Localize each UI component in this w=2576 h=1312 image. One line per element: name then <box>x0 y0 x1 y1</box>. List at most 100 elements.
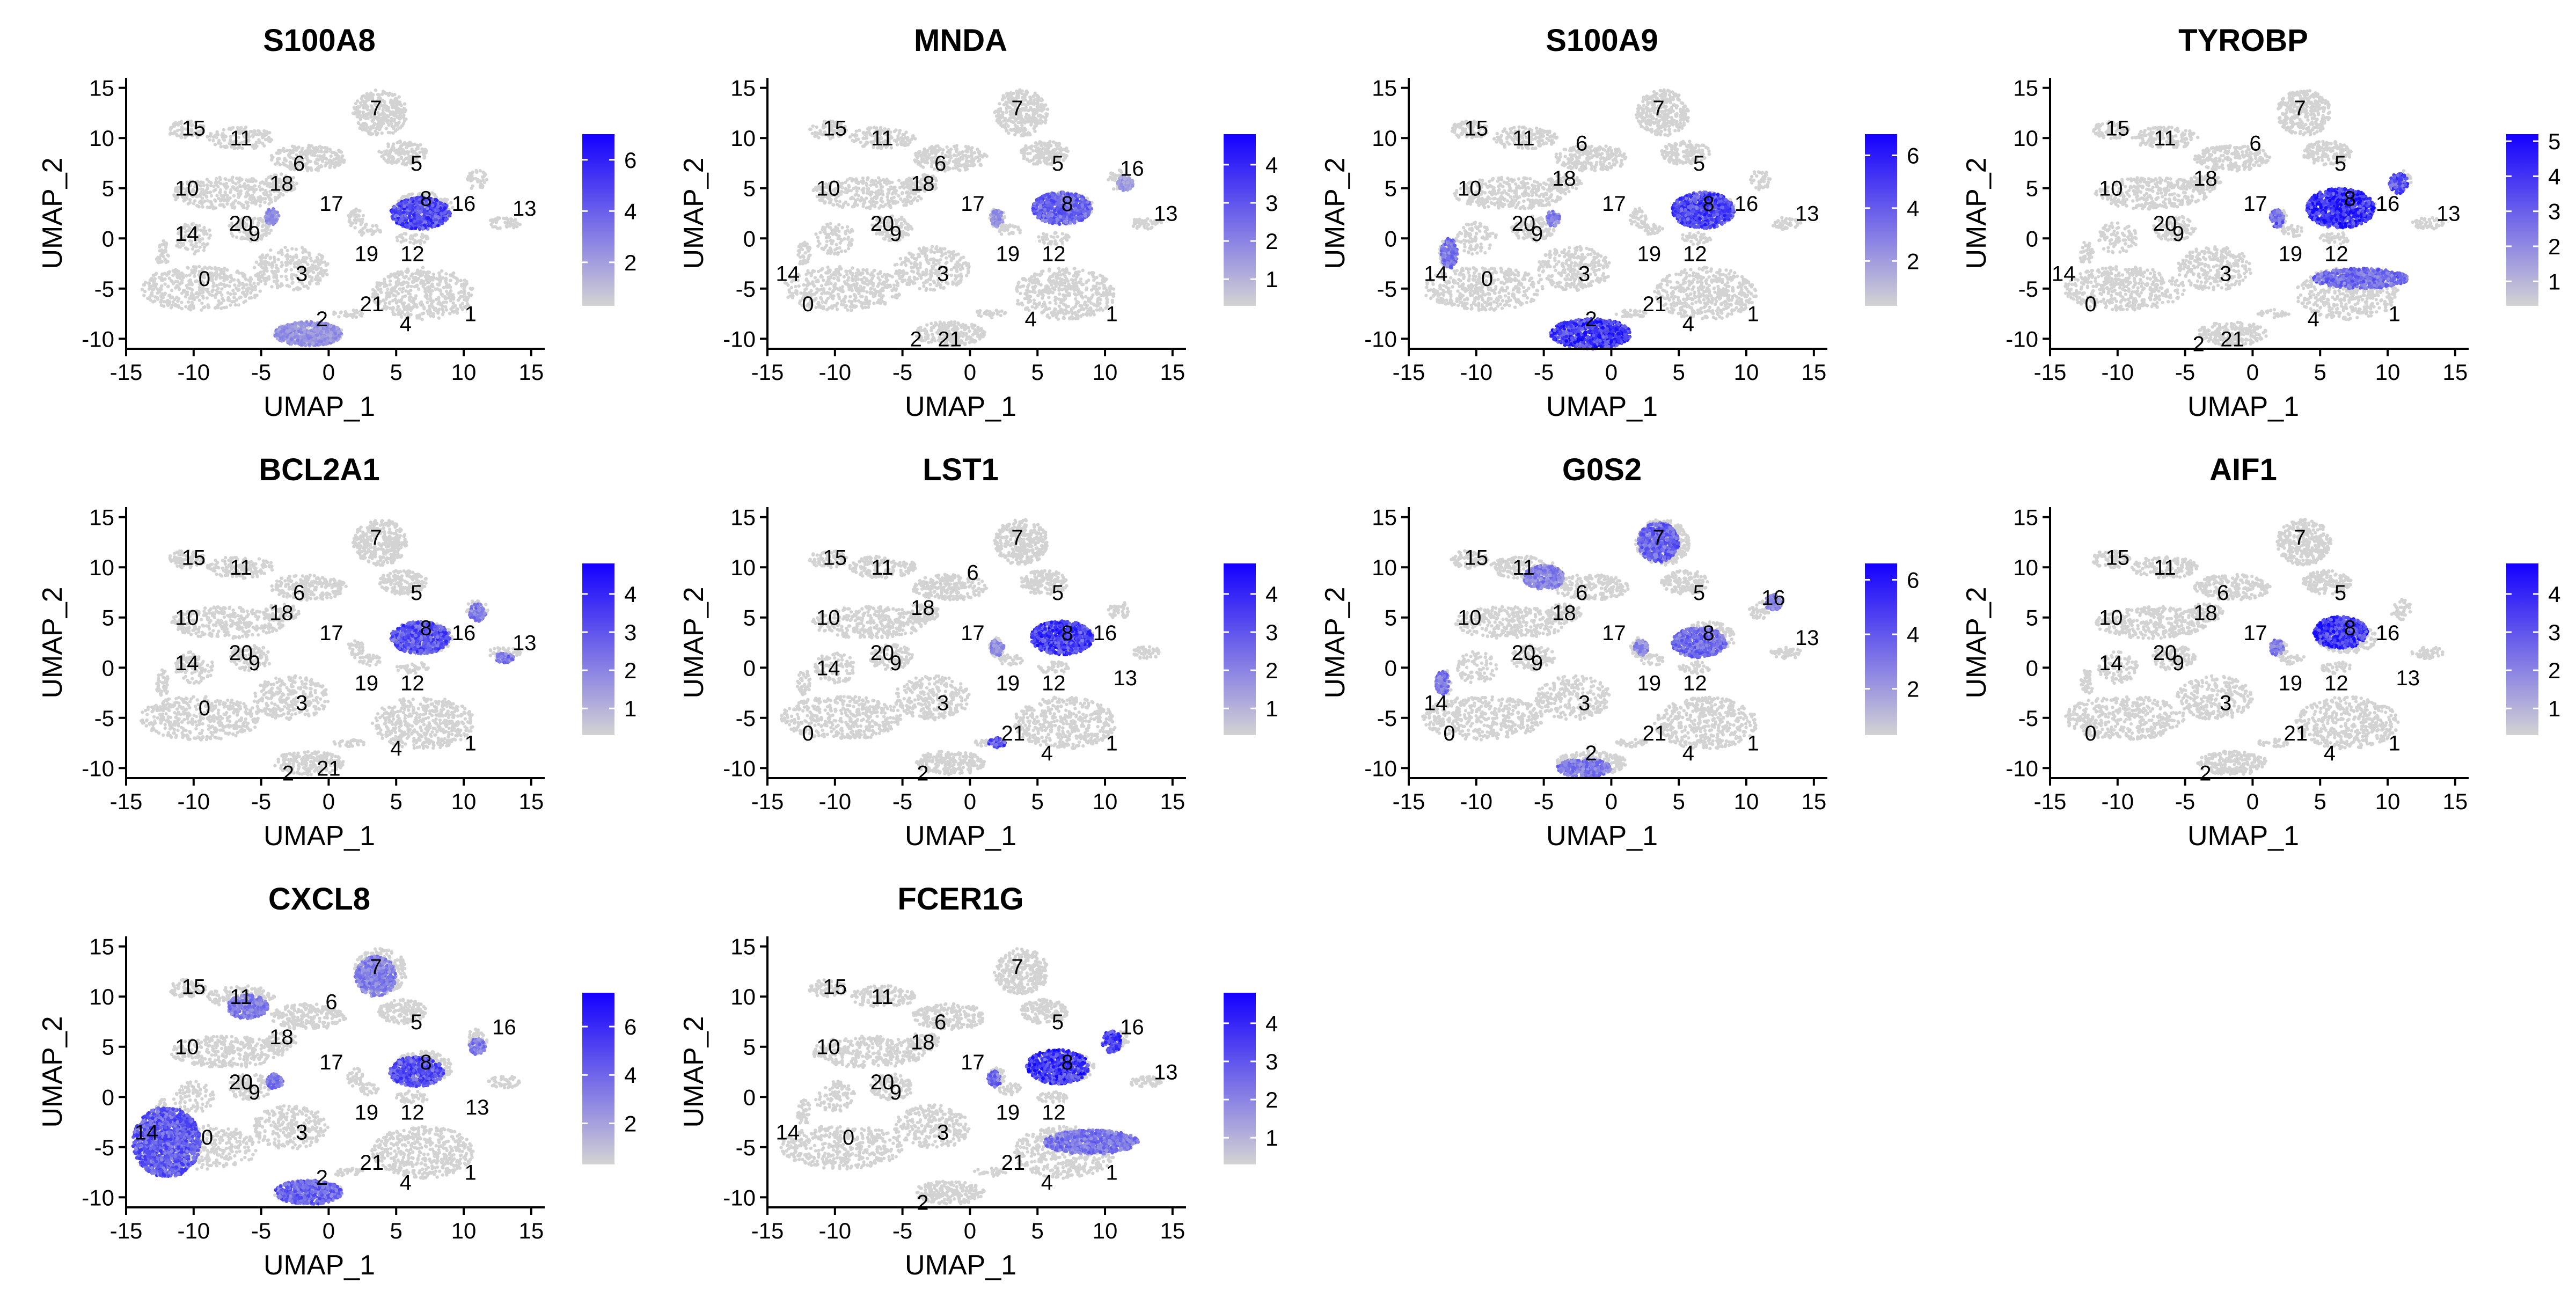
cell-point <box>277 149 280 152</box>
cell-point <box>222 269 225 273</box>
cell-point <box>194 250 197 253</box>
cell-point <box>200 192 203 195</box>
cell-point <box>169 126 172 129</box>
cell-point <box>192 306 195 310</box>
cell-point <box>172 123 175 126</box>
cell-point <box>208 138 211 141</box>
cell-point <box>170 306 173 309</box>
cell-point <box>265 178 268 181</box>
cell-point <box>386 153 390 157</box>
cell-point <box>214 180 217 184</box>
cell-point <box>264 263 267 267</box>
cell-point <box>218 197 222 201</box>
cell-point <box>283 157 286 160</box>
cell-point <box>222 128 225 131</box>
cell-point <box>245 237 248 240</box>
cell-point <box>208 200 211 203</box>
cell-point <box>217 273 221 276</box>
cell-point <box>399 141 402 144</box>
cell-point <box>208 206 211 209</box>
cell-point <box>295 182 298 185</box>
cell-point <box>444 305 447 309</box>
cell-point <box>211 139 215 142</box>
cell-point <box>237 194 240 197</box>
cell-point <box>392 149 396 152</box>
cell-point <box>390 119 393 122</box>
cell-point <box>215 292 218 296</box>
cell-point <box>404 163 407 166</box>
cell-point <box>295 253 298 256</box>
cell-point <box>189 308 192 311</box>
cell-point <box>334 311 337 314</box>
cell-point <box>142 294 145 297</box>
cell-point <box>397 95 400 98</box>
cell-point <box>313 260 316 263</box>
cell-point <box>391 111 394 114</box>
cell-point <box>220 287 223 290</box>
cell-point <box>232 296 236 299</box>
cell-point <box>190 288 193 291</box>
cell-point <box>284 254 288 258</box>
cell-point <box>188 274 191 277</box>
cell-point <box>245 292 248 296</box>
cell-point <box>277 251 280 254</box>
cell-point <box>352 309 355 312</box>
cell-point <box>392 105 395 108</box>
cell-point <box>223 177 226 180</box>
cell-point <box>318 278 321 282</box>
cell-point <box>155 283 158 286</box>
cell-point <box>353 107 356 110</box>
cell-point <box>228 284 231 288</box>
cell-point <box>214 143 217 146</box>
cell-point <box>321 159 324 163</box>
cell-point <box>239 296 243 299</box>
cell-point <box>254 179 258 182</box>
cell-point <box>339 161 342 164</box>
cell-point <box>317 282 320 285</box>
cell-point <box>255 141 258 144</box>
cell-point <box>171 296 174 299</box>
cell-point <box>160 304 163 307</box>
cell-point <box>171 280 174 283</box>
cell-point <box>231 289 235 292</box>
cell-point <box>155 287 158 290</box>
cell-point <box>280 265 283 268</box>
cell-point <box>306 149 310 152</box>
cell-point <box>201 205 204 208</box>
cell-point <box>188 278 192 282</box>
cell-point <box>279 163 282 166</box>
cell-point <box>275 266 278 269</box>
cell-point <box>219 194 223 197</box>
cell-point <box>339 311 342 314</box>
cell-point <box>437 317 441 320</box>
cell-point <box>209 190 212 194</box>
cell-point <box>397 111 400 114</box>
cell-point <box>178 276 181 280</box>
cell-point <box>216 303 219 306</box>
cell-point <box>277 195 281 199</box>
cell-point <box>160 284 163 288</box>
cell-point <box>232 186 235 189</box>
cell-point <box>253 266 256 269</box>
cell-point <box>411 143 414 146</box>
cell-point <box>260 219 264 223</box>
cell-point <box>307 251 310 254</box>
cell-point <box>356 99 359 102</box>
cell-point <box>228 275 231 278</box>
cell-point <box>296 288 299 291</box>
cell-point <box>401 287 405 290</box>
cell-point <box>391 156 394 159</box>
cell-point <box>232 194 236 197</box>
cell-point <box>335 163 338 166</box>
cell-point <box>177 286 180 289</box>
cell-point <box>177 297 180 300</box>
cell-point <box>389 283 392 286</box>
cell-point <box>259 132 262 135</box>
cell-point <box>284 263 288 267</box>
cell-point <box>263 229 266 232</box>
cell-point <box>407 277 411 281</box>
cell-point <box>205 195 208 199</box>
cell-point <box>388 92 391 95</box>
cell-point <box>417 277 420 280</box>
cell-point <box>257 199 260 202</box>
